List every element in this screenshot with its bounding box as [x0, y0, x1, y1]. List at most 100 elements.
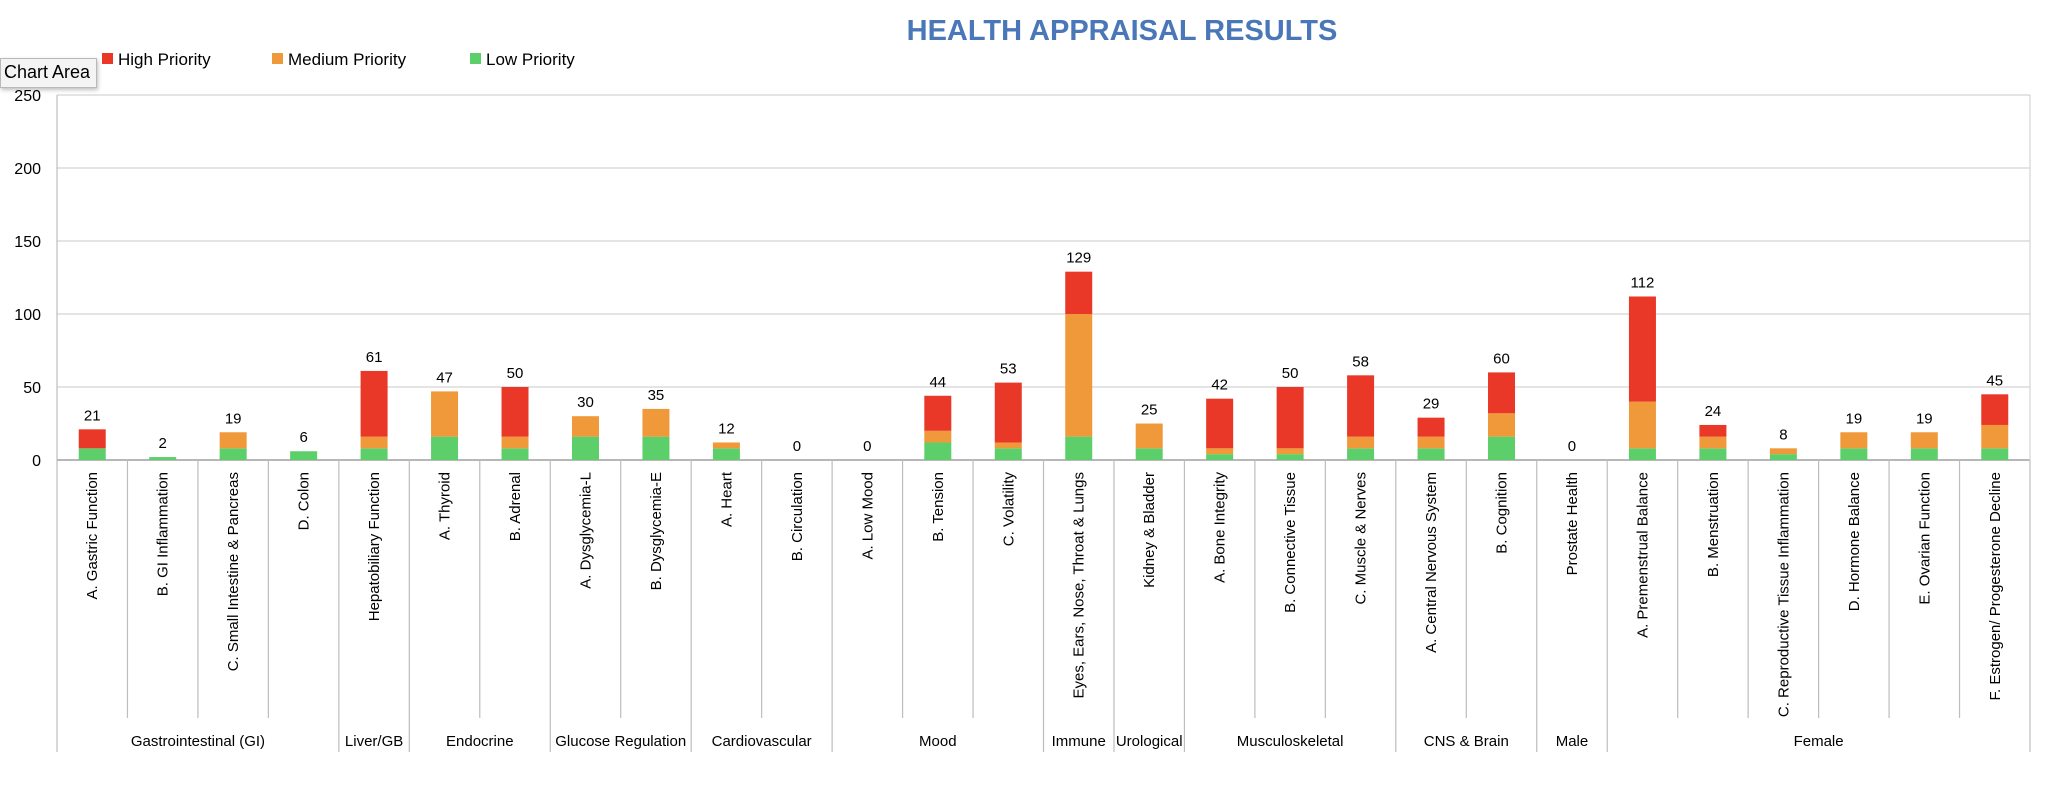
bar-segment: [1628, 401, 1656, 449]
bar-segment: [78, 429, 106, 449]
bar-segment: [1135, 448, 1163, 460]
bar-segment: [1981, 448, 2009, 460]
bar-segment: [501, 436, 529, 449]
bar-segment: [994, 448, 1022, 460]
bar-segment: [290, 451, 318, 460]
group-label: Male: [1556, 733, 1589, 750]
category-label: A. Central Nervous System: [1423, 472, 1440, 653]
category-label: C. Reproductive Tissue Inflammation: [1775, 472, 1792, 717]
bar-segment: [1065, 271, 1093, 314]
category-label: A. Premenstrual Balance: [1634, 472, 1651, 638]
bar-segment: [431, 391, 459, 437]
category-label: B. GI Inflammation: [155, 472, 172, 596]
category-label: F. Estrogen/ Progesterone Decline: [1987, 472, 2004, 700]
category-label: C. Muscle & Nerves: [1353, 472, 1370, 605]
data-label: 30: [577, 394, 594, 411]
category-label: B. Tension: [930, 472, 947, 542]
category-label: D. Hormone Balance: [1846, 472, 1863, 611]
data-label: 24: [1705, 403, 1722, 420]
data-label: 25: [1141, 402, 1158, 419]
bar-segment: [1347, 448, 1375, 460]
data-label: 19: [225, 410, 242, 427]
category-label: B. Dysglycemia-E: [648, 472, 665, 590]
bar-segment: [924, 395, 952, 431]
bar-segment: [571, 416, 599, 437]
chart-area-tooltip: Chart Area: [0, 58, 98, 88]
gridlines: [56, 94, 2031, 461]
bar-segment: [501, 387, 529, 437]
data-label: 60: [1493, 350, 1510, 367]
category-label: B. Circulation: [789, 472, 806, 561]
category-label: A. Bone Integrity: [1212, 472, 1229, 583]
y-axis: 0 50 100 150 200 250: [14, 88, 41, 470]
bar-segment: [1488, 413, 1516, 437]
data-label: 42: [1211, 377, 1228, 394]
data-label: 19: [1916, 410, 1933, 427]
category-label: B. Adrenal: [507, 472, 524, 541]
data-label: 29: [1423, 396, 1440, 413]
bar-segment: [1347, 436, 1375, 449]
legend: High Priority Medium Priority Low Priority: [102, 50, 575, 69]
category-label: B. Menstruation: [1705, 472, 1722, 577]
group-label: Musculoskeletal: [1237, 733, 1344, 750]
category-label: A. Thyroid: [437, 472, 454, 540]
legend-label: Low Priority: [486, 50, 575, 69]
bar-segment: [712, 442, 740, 449]
bar-segment: [1347, 375, 1375, 437]
bar-segment: [1910, 432, 1938, 449]
bar-segment: [1417, 417, 1445, 437]
data-label: 2: [159, 435, 167, 452]
group-label: Cardiovascular: [712, 733, 812, 750]
data-label: 61: [366, 349, 383, 366]
category-label: A. Gastric Function: [84, 472, 101, 600]
bar-segment: [149, 457, 177, 460]
data-label: 53: [1000, 361, 1017, 378]
category-label: Prostate Health: [1564, 472, 1581, 575]
data-label: 129: [1066, 250, 1091, 267]
x-axis: A. Gastric Function B. GI Inflammation C. …: [56, 460, 2031, 752]
data-label: 12: [718, 420, 735, 437]
group-label: Liver/GB: [345, 733, 403, 750]
group-label: Gastrointestinal (GI): [131, 733, 265, 750]
data-label: 6: [299, 429, 307, 446]
legend-swatch: [272, 53, 283, 64]
y-tick-label: 250: [14, 88, 41, 105]
bar-segment: [1276, 387, 1304, 449]
bar-segment: [1206, 454, 1234, 460]
category-label: B. Connective Tissue: [1282, 472, 1299, 613]
bar-segment: [1769, 448, 1797, 455]
y-tick-label: 200: [14, 161, 41, 178]
bar-segment: [994, 382, 1022, 443]
bar-segment: [642, 408, 670, 437]
bar-segment: [1206, 398, 1234, 449]
data-label: 45: [1986, 372, 2003, 389]
bar-segment: [924, 442, 952, 460]
bar-segment: [571, 436, 599, 460]
data-label: 112: [1630, 274, 1654, 291]
bar-segment: [1699, 448, 1727, 460]
data-label: 8: [1779, 426, 1787, 443]
y-tick-label: 0: [32, 453, 41, 470]
data-label: 47: [436, 369, 453, 386]
bar-segment: [1065, 436, 1093, 460]
bar-segment: [1417, 448, 1445, 460]
data-label: 0: [863, 438, 871, 455]
group-label: Urological: [1116, 733, 1183, 750]
bar-segment: [1135, 423, 1163, 449]
group-label: Mood: [919, 733, 957, 750]
bar-segment: [360, 370, 388, 437]
category-label: Hepatobiliary Function: [366, 472, 383, 621]
bar-segment: [1488, 372, 1516, 414]
category-label: Kidney & Bladder: [1141, 472, 1158, 588]
bar-segment: [994, 442, 1022, 449]
chart-title: HEALTH APPRAISAL RESULTS: [907, 15, 1338, 47]
bar-segment: [1769, 454, 1797, 460]
y-tick-label: 50: [23, 380, 41, 397]
data-label: 19: [1845, 410, 1862, 427]
bar-segment: [78, 448, 106, 460]
bar-segment: [1981, 394, 2009, 425]
group-label: Glucose Regulation: [555, 733, 686, 750]
group-label: Immune: [1052, 733, 1106, 750]
